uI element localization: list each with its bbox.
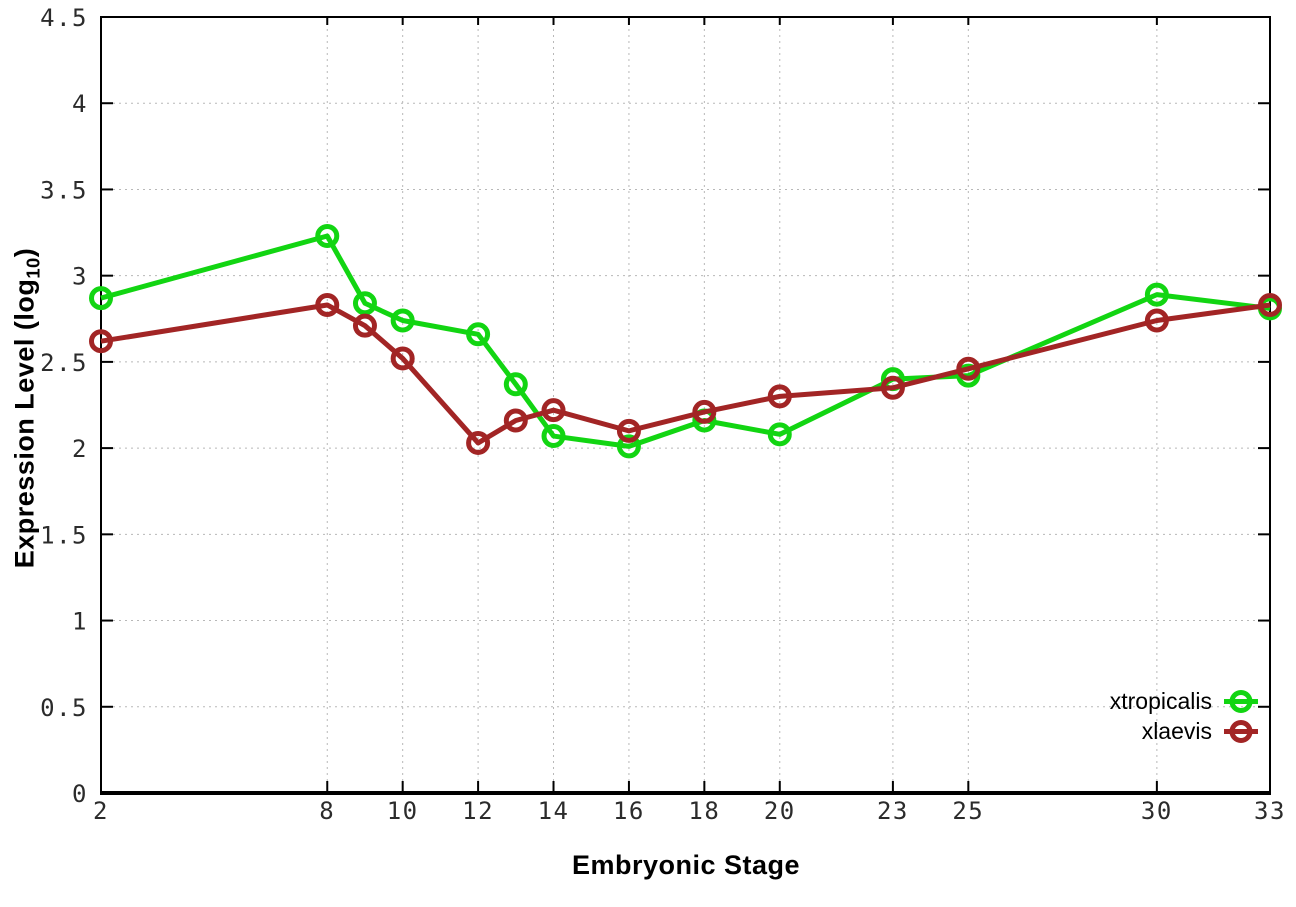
- legend-marker-xlaevis: [1224, 720, 1258, 743]
- x-tick-label: 10: [387, 797, 419, 825]
- legend-marker-xtropicalis: [1224, 690, 1258, 713]
- series-line-xlaevis: [100, 302, 1271, 446]
- y-tick-label: 1.5: [40, 521, 88, 549]
- legend-entry-xlaevis: xlaevis: [1142, 718, 1260, 745]
- y-tick-label: 2.5: [40, 349, 88, 377]
- x-tick-label: 14: [538, 797, 570, 825]
- data-point-xtropicalis-stage-14: [541, 424, 566, 449]
- x-tick-label: 2: [93, 797, 109, 825]
- data-point-xlaevis-stage-9: [352, 313, 377, 338]
- data-point-xtropicalis-stage-8: [315, 224, 340, 249]
- legend-label-xlaevis: xlaevis: [1141, 718, 1212, 744]
- data-point-xtropicalis-stage-2: [89, 286, 113, 311]
- x-tick-label: 25: [952, 797, 984, 825]
- plot-frame: [100, 16, 1271, 794]
- data-point-xlaevis-stage-2: [89, 329, 113, 354]
- x-axis-title: Embryonic Stage: [571, 850, 801, 880]
- data-point-xtropicalis-stage-30: [1144, 282, 1169, 307]
- data-point-xtropicalis-stage-16: [616, 434, 641, 459]
- data-point-xlaevis-stage-8: [315, 292, 340, 317]
- data-point-xlaevis-stage-20: [767, 384, 792, 409]
- y-tick-label: 0.5: [40, 694, 88, 722]
- x-tick-label: 23: [877, 797, 909, 825]
- series-line-xtropicalis: [100, 233, 1271, 449]
- y-axis-title: Expression Level (log10): [9, 248, 44, 569]
- data-point-xlaevis-stage-10: [390, 346, 415, 371]
- x-tick-label: 33: [1254, 797, 1286, 825]
- data-point-xlaevis-stage-25: [956, 356, 981, 381]
- data-point-xlaevis-stage-23: [880, 375, 905, 400]
- data-point-xtropicalis-stage-9: [352, 291, 377, 316]
- data-point-xtropicalis-stage-20: [767, 422, 792, 447]
- data-point-xlaevis-stage-16: [616, 418, 641, 443]
- y-axis-title-subscript: 10: [22, 257, 44, 279]
- chart-legend: xtropicalis xlaevis: [1110, 688, 1260, 745]
- y-tick-label: 4.5: [40, 4, 88, 32]
- y-axis-title-close: ): [9, 247, 40, 258]
- x-tick-label: 20: [764, 797, 796, 825]
- data-point-xlaevis-stage-13: [503, 408, 528, 433]
- legend-label-xtropicalis: xtropicalis: [1109, 688, 1212, 714]
- y-tick-label: 4: [72, 90, 88, 118]
- x-tick-label: 12: [462, 797, 494, 825]
- legend-entry-xtropicalis: xtropicalis: [1110, 688, 1260, 715]
- y-tick-label: 3: [72, 263, 88, 291]
- data-point-xlaevis-stage-30: [1144, 308, 1169, 333]
- x-tick-label: 18: [688, 797, 720, 825]
- data-point-xtropicalis-stage-13: [503, 372, 528, 397]
- y-tick-label: 0: [72, 780, 88, 808]
- data-point-xtropicalis-stage-12: [466, 322, 491, 347]
- y-axis-title-text: Expression Level (log: [9, 278, 40, 569]
- data-point-xtropicalis-stage-10: [390, 308, 415, 333]
- data-point-xlaevis-stage-12: [466, 430, 491, 455]
- data-point-xlaevis-stage-18: [692, 399, 717, 424]
- y-tick-label: 1: [72, 608, 88, 636]
- y-tick-label: 3.5: [40, 176, 88, 204]
- x-tick-label: 30: [1141, 797, 1173, 825]
- y-tick-label: 2: [72, 435, 88, 463]
- x-tick-label: 8: [319, 797, 335, 825]
- data-point-xlaevis-stage-14: [541, 398, 566, 423]
- x-tick-label: 16: [613, 797, 645, 825]
- data-point-xlaevis-stage-33: [1258, 292, 1282, 317]
